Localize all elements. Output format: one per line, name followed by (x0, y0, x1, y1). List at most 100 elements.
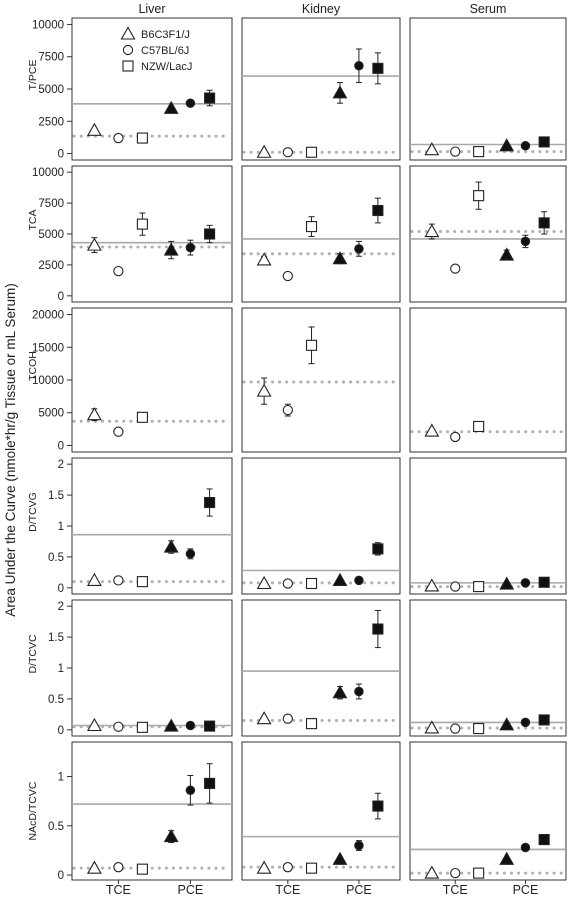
y-tick-label: 2 (58, 459, 64, 471)
data-point-c57bl-6j-pce (520, 141, 531, 151)
data-point-nzw-lacj-tce (473, 581, 485, 593)
data-point-b6c3f1-j-pce (163, 100, 179, 114)
panel-D/TCVC-Serum (409, 599, 567, 737)
data-point-c57bl-6j-pce (354, 840, 364, 851)
legend-marker (122, 60, 134, 72)
data-point-c57bl-6j-tce (113, 426, 124, 437)
data-point-b6c3f1-j-tce (424, 223, 440, 238)
data-point-b6c3f1-j-tce (256, 252, 272, 266)
y-tick-label: 10000 (32, 19, 64, 31)
data-point-c57bl-6j-tce (450, 263, 461, 274)
panel-D/TCVC-Liver (71, 599, 233, 737)
data-point-nzw-lacj-pce (204, 496, 216, 509)
data-point-nzw-lacj-tce (473, 420, 485, 433)
data-point-nzw-lacj-pce (372, 543, 384, 555)
row-label-0: T/PCE (27, 60, 39, 91)
legend-label: NZW/LacJ (141, 61, 192, 73)
y-tick-label: 0 (58, 725, 64, 737)
y-tick-label: 0 (58, 440, 64, 452)
data-point-c57bl-6j-pce (185, 785, 196, 796)
y-tick-label: 2500 (38, 260, 64, 272)
data-point-c57bl-6j-tce (113, 132, 124, 144)
y-tick-label: 0.5 (48, 552, 64, 564)
legend: B6C3F1/J C57BL/6J NZW/LacJ (120, 26, 192, 73)
data-point-nzw-lacj-tce (136, 218, 148, 230)
data-point-b6c3f1-j-pce (499, 717, 515, 731)
data-point-nzw-lacj-tce (136, 863, 148, 875)
panel-frame (241, 307, 401, 453)
column-title-serum: Serum (470, 2, 507, 16)
y-tick-label: 0.5 (48, 694, 64, 706)
y-tick-label: 5000 (38, 408, 64, 420)
y-tick-label: 0 (58, 583, 64, 595)
data-point-b6c3f1-j-tce (256, 860, 272, 874)
panel-T/PCE-Serum (409, 17, 567, 161)
panel-frame (71, 741, 233, 881)
data-point-nzw-lacj-pce (538, 576, 550, 588)
y-tick-label: 5000 (38, 229, 64, 241)
panel-D/TCVG-Kidney (241, 457, 401, 595)
legend-label: B6C3F1/J (141, 29, 190, 41)
data-point-nzw-lacj-tce (305, 577, 318, 590)
y-tick-label: 1 (58, 663, 64, 675)
panel-NAcD/TCVC-Liver (71, 741, 233, 881)
data-point-b6c3f1-j-tce (86, 407, 102, 421)
y-tick-label: 7500 (38, 198, 64, 210)
x-category-label-pce: PCE (346, 883, 372, 897)
data-point-c57bl-6j-pce (354, 575, 364, 586)
data-point-nzw-lacj-pce (538, 136, 550, 148)
panel-TCOH-Liver (71, 307, 233, 453)
data-point-b6c3f1-j-tce (424, 865, 440, 879)
data-point-nzw-lacj-tce (136, 411, 148, 423)
y-tick-label: 0 (58, 149, 64, 161)
y-tick-label: 0 (58, 870, 64, 882)
data-point-nzw-lacj-tce (305, 718, 318, 730)
data-point-c57bl-6j-tce (113, 265, 124, 277)
panel-frame (71, 457, 233, 595)
data-point-b6c3f1-j-tce (86, 237, 102, 251)
panel-frame (409, 17, 567, 161)
data-point-c57bl-6j-tce (282, 862, 293, 873)
data-point-c57bl-6j-pce (520, 578, 531, 588)
data-point-c57bl-6j-pce (354, 244, 364, 254)
panel-frame (241, 17, 401, 161)
row-label-3: D/TCVG (27, 492, 39, 532)
data-point-c57bl-6j-pce (520, 236, 531, 247)
panel-D/TCVG-Serum (409, 457, 567, 595)
data-point-b6c3f1-j-tce (256, 144, 272, 158)
data-point-c57bl-6j-pce (185, 242, 196, 253)
data-point-c57bl-6j-pce (185, 549, 196, 559)
y-tick-label: 1.5 (48, 632, 64, 644)
legend-marker (122, 44, 134, 56)
data-point-c57bl-6j-tce (282, 270, 293, 282)
data-point-c57bl-6j-tce (450, 431, 461, 443)
row-label-1: TCA (27, 210, 39, 231)
figure-y-axis-label: Area Under the Curve (nmole*hr/g Tissue … (3, 283, 18, 616)
x-category-label-pce: PCE (513, 883, 539, 897)
data-point-c57bl-6j-pce (354, 686, 364, 697)
data-point-b6c3f1-j-tce (86, 572, 102, 586)
row-label-4: D/TCVC (27, 634, 39, 674)
data-point-c57bl-6j-tce (113, 862, 124, 873)
data-point-c57bl-6j-pce (354, 61, 364, 71)
data-point-nzw-lacj-tce (473, 723, 485, 735)
panel-NAcD/TCVC-Serum (409, 741, 567, 881)
data-point-nzw-lacj-tce (136, 132, 148, 144)
data-point-b6c3f1-j-pce (332, 85, 348, 99)
y-tick-label: 20000 (32, 310, 64, 322)
data-point-c57bl-6j-tce (113, 575, 124, 586)
panel-frame (241, 457, 401, 595)
data-point-c57bl-6j-tce (450, 867, 461, 879)
data-point-b6c3f1-j-tce (424, 720, 440, 734)
data-point-nzw-lacj-tce (473, 867, 485, 879)
data-point-c57bl-6j-pce (520, 842, 531, 853)
y-tick-label: 2 (58, 601, 64, 613)
data-point-b6c3f1-j-pce (332, 685, 348, 699)
data-point-b6c3f1-j-tce (424, 578, 440, 592)
data-point-nzw-lacj-pce (204, 777, 216, 789)
column-title-kidney: Kidney (302, 2, 341, 16)
panel-D/TCVC-Kidney (241, 599, 401, 737)
data-point-c57bl-6j-tce (282, 713, 293, 724)
panel-T/PCE-Kidney (241, 17, 401, 161)
